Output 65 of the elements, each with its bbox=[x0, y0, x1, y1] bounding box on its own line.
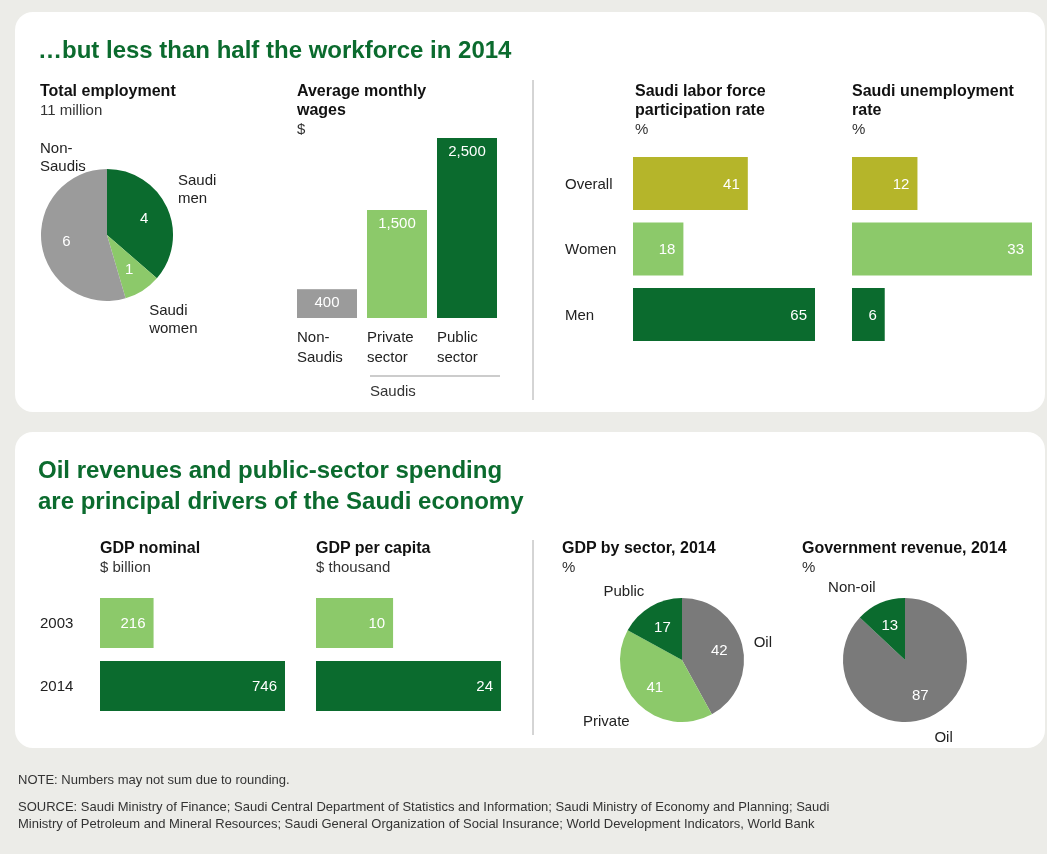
y-tick-label: Men bbox=[565, 305, 595, 323]
data-label: 6 bbox=[868, 305, 877, 323]
slice-label: Public bbox=[603, 582, 645, 600]
y-tick-label: 2014 bbox=[40, 677, 74, 694]
text: Oil revenues and public-sector spending are principal drivers of the Saudi economy bbox=[38, 456, 525, 515]
text: …but less than half the workforce in 2014 bbox=[38, 36, 513, 63]
data-label: 4 bbox=[140, 209, 149, 226]
text: Saudis bbox=[370, 382, 416, 399]
data-label: 746 bbox=[251, 677, 277, 694]
y-tick-label: Women bbox=[565, 240, 617, 257]
chart-title: GDP by sector, 2014 bbox=[562, 539, 716, 556]
data-label: 6 bbox=[62, 231, 71, 249]
data-label: 12 bbox=[892, 174, 910, 192]
data-label: 13 bbox=[881, 615, 899, 633]
data-label: 41 bbox=[723, 174, 740, 192]
chart-subtitle: 11 million bbox=[40, 101, 103, 118]
data-label: 87 bbox=[911, 686, 929, 704]
chart-subtitle: % bbox=[562, 558, 576, 575]
data-label: 1,500 bbox=[378, 214, 416, 231]
slice-label: Saudi women bbox=[148, 300, 198, 336]
pie-slice bbox=[627, 598, 682, 660]
x-tick-label: Private sector bbox=[367, 328, 414, 365]
slice-label: Saudi men bbox=[177, 170, 217, 206]
chart-title: Average monthly wages bbox=[296, 82, 427, 118]
pie-slice bbox=[859, 598, 905, 660]
data-label: 216 bbox=[120, 614, 146, 631]
y-tick-label: Overall bbox=[565, 174, 613, 192]
x-tick-label: Public sector bbox=[437, 328, 479, 365]
data-label: 41 bbox=[646, 678, 664, 696]
data-label: 65 bbox=[790, 305, 807, 323]
slice-label: Non-oil bbox=[828, 578, 876, 596]
y-tick-label: 2003 bbox=[40, 614, 74, 631]
chart-subtitle: % bbox=[852, 120, 866, 137]
chart-subtitle: $ thousand bbox=[316, 558, 391, 575]
chart-title: GDP nominal bbox=[100, 539, 201, 556]
pie-slice bbox=[107, 235, 157, 299]
slice-label: Oil bbox=[753, 632, 773, 650]
pie-slice bbox=[41, 169, 126, 301]
chart-subtitle: % bbox=[635, 120, 649, 137]
chart-title: Government revenue, 2014 bbox=[802, 539, 1007, 556]
data-label: 400 bbox=[314, 293, 340, 311]
slice-label: Private bbox=[582, 712, 630, 730]
x-tick-label: Non-Saudis bbox=[297, 328, 343, 365]
data-label: 1 bbox=[124, 260, 134, 278]
data-label: 10 bbox=[368, 614, 386, 631]
text: NOTE: Numbers may not sum due to rounding. bbox=[18, 772, 290, 787]
pie-slice bbox=[843, 598, 967, 722]
chart-title: Saudi unemployment rate bbox=[852, 82, 1015, 118]
slice-label: Non-Saudis bbox=[40, 139, 86, 174]
slice-label: Oil bbox=[934, 727, 953, 745]
data-label: 2,500 bbox=[448, 142, 486, 159]
chart-title: GDP per capita bbox=[316, 539, 431, 556]
chart-subtitle: $ bbox=[297, 120, 306, 137]
data-label: 24 bbox=[476, 677, 493, 694]
pie-slice bbox=[682, 598, 744, 715]
data-label: 17 bbox=[654, 617, 671, 635]
chart-subtitle: % bbox=[802, 558, 816, 575]
chart-title: Saudi labor force participation rate bbox=[635, 82, 766, 118]
pie-slice bbox=[107, 169, 173, 279]
data-label: 18 bbox=[658, 240, 676, 257]
chart-subtitle: $ billion bbox=[100, 558, 151, 575]
data-label: 42 bbox=[710, 641, 728, 659]
data-label: 33 bbox=[1007, 240, 1024, 257]
source-note: SOURCE: Saudi Ministry of Finance; Saudi Central Department of Statistics and Information; Saudi Ministry of Economy and Planning; Saudi Ministry of Petroleum and Mineral Resources; Saudi General Organization of Social Insurance; World Development Indicators, World Bank bbox=[18, 799, 830, 831]
chart-title: Total employment bbox=[40, 82, 177, 99]
